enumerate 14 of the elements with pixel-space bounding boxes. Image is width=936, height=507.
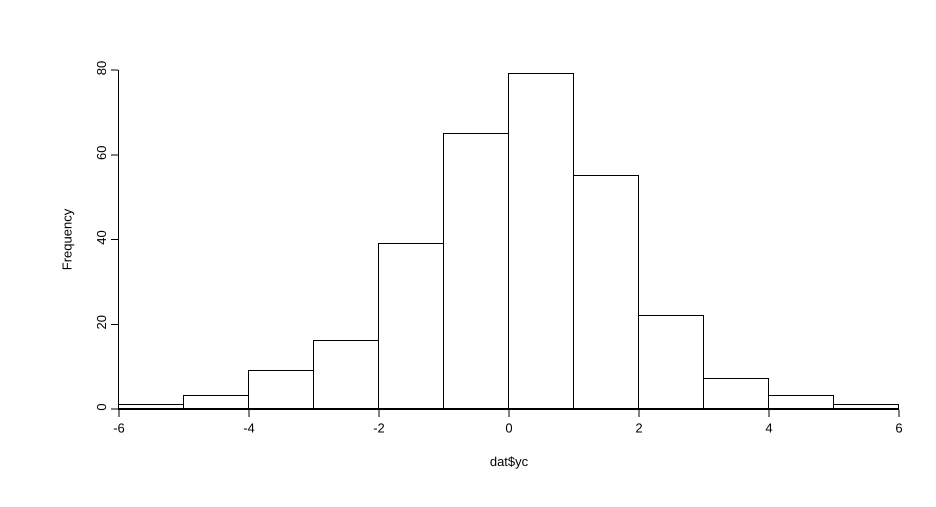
x-tick-label: 4	[765, 420, 773, 436]
x-tick-label: -4	[243, 420, 255, 436]
x-axis-title: dat$yc	[490, 454, 529, 470]
y-tick-label: 0	[94, 403, 109, 411]
y-tick-label: 20	[94, 315, 109, 330]
y-tick-label: 40	[94, 230, 109, 245]
x-tick-label: 6	[895, 420, 903, 436]
x-tick-label: 0	[505, 420, 513, 436]
x-tick-label: -2	[373, 420, 385, 436]
y-tick-label: 60	[94, 146, 109, 160]
y-axis-title: Frequency	[60, 208, 75, 270]
x-tick-label: -6	[113, 420, 125, 436]
y-tick-label: 80	[94, 60, 109, 76]
x-tick-label: 2	[635, 420, 643, 436]
